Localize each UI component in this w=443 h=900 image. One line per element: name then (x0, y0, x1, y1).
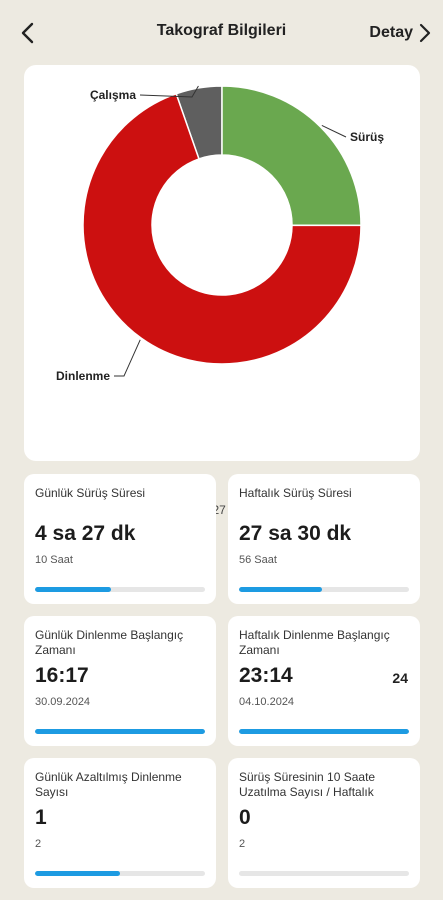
card-label: Sürüş Süresinin 10 Saate Uzatılma Sayısı… (239, 770, 376, 799)
slice-label-1: Sürüş (350, 130, 384, 144)
donut-inner-ring (151, 154, 293, 296)
card-value: 16:17 (35, 664, 89, 687)
progress-bar (239, 871, 409, 876)
leader-line-2 (114, 339, 141, 377)
progress-bar (35, 587, 205, 592)
daily-rest-start-card[interactable]: Günlük Dinlenme Başlangıç Zamanı 16:17 30.… (24, 616, 216, 746)
card-value: 1 (35, 806, 47, 829)
weekly-rest-start-card[interactable]: Haftalık Dinlenme Başlangıç Zamanı 23:14 0… (228, 616, 420, 746)
page-title: Takograf Bilgileri (156, 22, 287, 39)
card-label: Günlük Azaltılmış Dinlenme Sayısı (35, 770, 182, 799)
card-value: 23:14 (239, 664, 293, 687)
detail-button-label: Detay (369, 24, 413, 41)
slice-label-0: Çalışma (90, 88, 136, 102)
card-label: Günlük Sürüş Süresi (35, 486, 146, 500)
card-subvalue: 04.10.2024 (239, 696, 295, 708)
card-value: 27 sa 30 dk (239, 522, 352, 545)
progress-bar (35, 729, 205, 734)
leader-line-0 (139, 85, 199, 98)
card-label: Haftalık Dinlenme Başlangıç Zamanı (239, 628, 390, 657)
card-subvalue: 2 (239, 838, 246, 850)
daily-reduced-rest-card[interactable]: Günlük Azaltılmış Dinlenme Sayısı 1 2 (24, 758, 216, 888)
chevron-left-icon (21, 22, 34, 44)
card-value: 4 sa 27 dk (35, 522, 136, 545)
slice-label-2: Dinlenme (56, 369, 110, 383)
progress-bar-fill (35, 871, 120, 876)
card-subvalue: 30.09.2024 (35, 696, 91, 708)
card-subvalue: 10 Saat (35, 554, 73, 566)
detail-button[interactable]: Detay (369, 20, 431, 46)
driving-extension-card[interactable]: Sürüş Süresinin 10 Saate Uzatılma Sayısı… (228, 758, 420, 888)
progress-bar-fill (35, 587, 111, 592)
leader-line-1 (321, 124, 347, 138)
top-bar: Takograf Bilgileri Detay (0, 0, 443, 64)
progress-bar-fill (35, 729, 205, 734)
back-button[interactable] (14, 20, 40, 46)
donut-chart: Çalışma Sürüş Dinlenme (56, 85, 384, 383)
card-subvalue: 2 (35, 838, 42, 850)
weekly-driving-card[interactable]: Haftalık Sürüş Süresi 27 sa 30 dk 56 Saat (228, 474, 420, 604)
progress-bar (239, 587, 409, 592)
card-label: Haftalık Sürüş Süresi (239, 486, 352, 500)
card-subvalue: 56 Saat (239, 554, 277, 566)
card-value: 0 (239, 806, 251, 829)
card-extra-value: 24 (392, 670, 408, 686)
card-label: Günlük Dinlenme Başlangıç Zamanı (35, 628, 184, 657)
donut-slice-1[interactable] (221, 85, 362, 227)
progress-bar-fill (239, 587, 323, 592)
progress-bar (239, 729, 409, 734)
donut-slice-2[interactable] (82, 92, 362, 365)
chevron-right-icon (419, 23, 431, 43)
progress-bar-fill (239, 729, 409, 734)
daily-driving-card[interactable]: Günlük Sürüş Süresi 4 sa 27 dk 10 Saat (24, 474, 216, 604)
progress-bar (35, 871, 205, 876)
